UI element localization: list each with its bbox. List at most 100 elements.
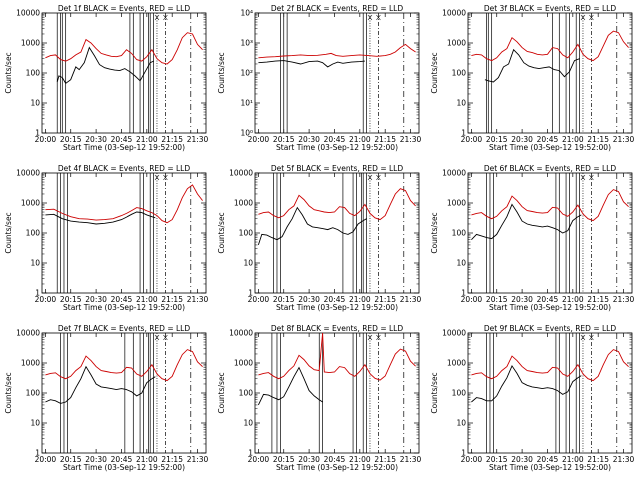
plot-frame xyxy=(41,332,207,454)
y-tick-label: 10 xyxy=(243,259,253,268)
x-tick-label: 21:15 xyxy=(374,455,396,464)
x-tick-label: 21:30 xyxy=(400,135,422,144)
x-axis-label: Start Time (03-Sep-12 19:52:00) xyxy=(63,463,185,472)
events-series-line xyxy=(257,206,367,246)
x-tick-label: 20:15 xyxy=(486,295,508,304)
y-tick-label: 1 xyxy=(248,289,253,298)
x-tick-label: 20:30 xyxy=(85,135,107,144)
lld-series-line xyxy=(471,189,629,222)
y-tick-label: 100 xyxy=(239,389,254,398)
x-tick-label: 20:00 xyxy=(248,135,270,144)
x-tick-label: 21:15 xyxy=(587,295,609,304)
events-series-line xyxy=(257,366,323,406)
x-tick-label: 20:00 xyxy=(461,135,483,144)
plot-frame xyxy=(41,172,207,294)
x-tick-label: 20:30 xyxy=(85,455,107,464)
marker-x-glyph xyxy=(376,174,381,181)
x-tick-label: 20:15 xyxy=(60,295,82,304)
x-axis-label: Start Time (03-Sep-12 19:52:00) xyxy=(489,463,611,472)
x-tick-label: 21:00 xyxy=(562,135,584,144)
y-tick-label: 1000 xyxy=(21,39,40,48)
marker-x-glyph xyxy=(163,334,168,341)
x-tick-label: 20:45 xyxy=(324,295,346,304)
y-tick-label: 100 xyxy=(26,389,41,398)
x-tick-label: 21:15 xyxy=(161,135,183,144)
lld-series-line xyxy=(258,332,416,381)
marker-x-glyph xyxy=(589,174,594,181)
marker-x-glyph xyxy=(367,174,373,181)
y-tick-label: 10 xyxy=(30,259,40,268)
plot-frame xyxy=(467,172,633,294)
y-tick-label: 10000 xyxy=(442,169,466,178)
y-axis-label: Counts/sec xyxy=(430,212,439,253)
marker-x-glyph xyxy=(154,174,160,181)
marker-x-glyph xyxy=(163,174,168,181)
panel-title: Det 2f BLACK = Events, RED = LLD xyxy=(271,4,404,13)
marker-x-glyph xyxy=(580,174,586,181)
x-tick-label: 21:15 xyxy=(374,135,396,144)
plot-frame xyxy=(467,12,633,134)
panel-title: Det 7f BLACK = Events, RED = LLD xyxy=(58,324,191,333)
y-tick-label: 10³ xyxy=(240,39,253,48)
x-tick-label: 20:15 xyxy=(486,135,508,144)
events-series-line xyxy=(471,364,582,403)
y-tick-label: 1000 xyxy=(447,199,466,208)
y-tick-label: 10000 xyxy=(229,169,253,178)
marker-x-glyph xyxy=(154,334,160,341)
y-tick-label: 10¹ xyxy=(240,99,253,108)
y-tick-label: 10 xyxy=(30,419,40,428)
y-axis-label: Counts/sec xyxy=(4,52,13,93)
x-tick-label: 21:15 xyxy=(161,295,183,304)
x-tick-label: 21:30 xyxy=(613,135,635,144)
marker-x-glyph xyxy=(367,334,373,341)
panel-1: Det 1f BLACK = Events, RED = LLD Counts/s… xyxy=(4,4,209,152)
x-tick-label: 21:00 xyxy=(562,295,584,304)
plot-frame xyxy=(41,12,207,134)
x-tick-label: 21:00 xyxy=(349,295,371,304)
y-axis-label: Counts/sec xyxy=(217,212,226,253)
y-tick-label: 1 xyxy=(35,129,40,138)
plot-frame xyxy=(254,332,420,454)
panel-8: Det 8f BLACK = Events, RED = LLD Counts/s… xyxy=(217,324,422,472)
plot-frame xyxy=(254,172,420,294)
x-tick-label: 21:30 xyxy=(613,455,635,464)
y-tick-label: 1000 xyxy=(21,199,40,208)
x-axis-label: Start Time (03-Sep-12 19:52:00) xyxy=(276,463,398,472)
y-axis-label: Counts/sec xyxy=(430,372,439,413)
panel-title: Det 4f BLACK = Events, RED = LLD xyxy=(58,164,191,173)
y-axis-label: Counts/sec xyxy=(217,372,226,413)
x-tick-label: 20:15 xyxy=(273,295,295,304)
marker-x-glyph xyxy=(163,14,168,21)
x-tick-label: 21:30 xyxy=(613,295,635,304)
events-series-line xyxy=(45,211,156,225)
panel-4: Det 4f BLACK = Events, RED = LLD Counts/s… xyxy=(4,164,209,312)
x-axis-label: Start Time (03-Sep-12 19:52:00) xyxy=(63,303,185,312)
panel-title: Det 9f BLACK = Events, RED = LLD xyxy=(484,324,617,333)
marker-x-glyph xyxy=(154,14,160,21)
y-tick-label: 10 xyxy=(30,99,40,108)
x-tick-label: 20:45 xyxy=(111,135,133,144)
plot-frame xyxy=(467,332,633,454)
marker-x-glyph xyxy=(376,14,381,21)
y-tick-label: 10000 xyxy=(442,9,466,18)
marker-x-glyph xyxy=(367,14,373,21)
x-tick-label: 21:00 xyxy=(349,455,371,464)
y-tick-label: 1 xyxy=(248,449,253,458)
y-tick-label: 10² xyxy=(240,69,253,78)
marker-x-glyph xyxy=(580,14,586,21)
y-tick-label: 100 xyxy=(452,389,467,398)
x-tick-label: 20:00 xyxy=(248,295,270,304)
events-series-line xyxy=(258,60,365,68)
x-tick-label: 21:00 xyxy=(136,295,158,304)
y-tick-label: 1 xyxy=(461,289,466,298)
x-tick-label: 20:00 xyxy=(35,455,57,464)
x-axis-label: Start Time (03-Sep-12 19:52:00) xyxy=(276,303,398,312)
y-tick-label: 1000 xyxy=(447,39,466,48)
y-tick-label: 10000 xyxy=(16,169,40,178)
events-series-line xyxy=(484,48,580,83)
x-tick-label: 20:30 xyxy=(511,135,533,144)
x-tick-label: 21:30 xyxy=(187,135,209,144)
y-tick-label: 10000 xyxy=(16,9,40,18)
y-tick-label: 1 xyxy=(461,449,466,458)
